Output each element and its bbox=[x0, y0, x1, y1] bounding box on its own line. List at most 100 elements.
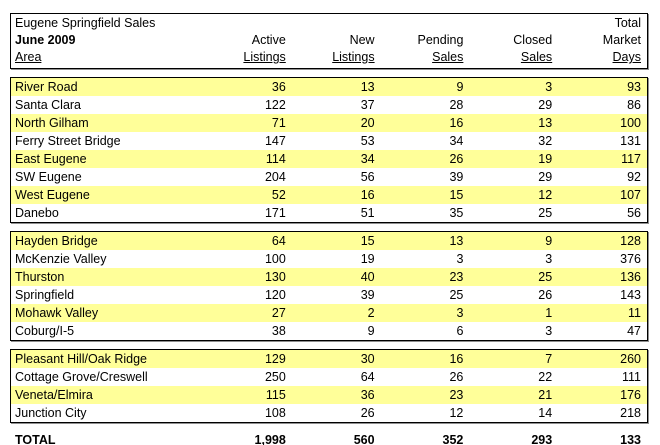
table-row: Mohawk Valley 27 2 3 1 11 bbox=[11, 304, 647, 322]
area-cell: Hayden Bridge bbox=[15, 234, 98, 248]
area-cell: North Gilham bbox=[15, 116, 89, 130]
value-cell: 3 bbox=[456, 252, 464, 266]
value-cell: 6 bbox=[456, 324, 464, 338]
header-area-column: Eugene Springfield Sales June 2009 Area bbox=[11, 15, 203, 66]
table-row: Danebo 171 51 35 25 56 bbox=[11, 204, 647, 222]
value-cell: 21 bbox=[538, 388, 553, 402]
total-label: TOTAL bbox=[15, 433, 56, 445]
value-cell: 56 bbox=[627, 206, 641, 220]
value-cell: 115 bbox=[265, 388, 286, 402]
table-row: SW Eugene 204 56 39 29 92 bbox=[11, 168, 647, 186]
value-cell: 20 bbox=[360, 116, 375, 130]
table-body: River Road 36 13 9 3 93 Santa Clara 122 37 28 29 86… bbox=[10, 77, 648, 423]
value-cell: 9 bbox=[545, 234, 553, 248]
value-cell: 38 bbox=[271, 324, 286, 338]
value-cell: 12 bbox=[449, 406, 464, 420]
area-cell: Junction City bbox=[15, 406, 87, 420]
table-row: Thurston 130 40 23 25 136 bbox=[11, 268, 647, 286]
value-cell: 53 bbox=[360, 134, 375, 148]
value-cell: 3 bbox=[545, 80, 553, 94]
area-cell: West Eugene bbox=[15, 188, 90, 202]
value-cell: 16 bbox=[449, 352, 464, 366]
value-cell: 12 bbox=[538, 188, 553, 202]
area-cell: Danebo bbox=[15, 206, 59, 220]
table-row: North Gilham 71 20 16 13 100 bbox=[11, 114, 647, 132]
value-cell: 147 bbox=[264, 134, 286, 148]
value-cell: 25 bbox=[449, 288, 464, 302]
region-group-1: River Road 36 13 9 3 93 Santa Clara 122 37 28 29 86… bbox=[10, 77, 648, 223]
value-cell: 13 bbox=[360, 80, 375, 94]
table-row: Coburg/I-5 38 9 6 3 47 bbox=[11, 322, 647, 340]
total-new-listings: 560 bbox=[353, 433, 375, 445]
value-cell: 34 bbox=[449, 134, 464, 148]
value-cell: 7 bbox=[545, 352, 553, 366]
table-row: McKenzie Valley 100 19 3 3 376 bbox=[11, 250, 647, 268]
value-cell: 51 bbox=[360, 206, 375, 220]
value-cell: 136 bbox=[620, 270, 641, 284]
table-row: Cottage Grove/Creswell 250 64 26 22 111 bbox=[11, 368, 647, 386]
value-cell: 19 bbox=[538, 152, 553, 166]
value-cell: 13 bbox=[538, 116, 553, 130]
value-cell: 32 bbox=[538, 134, 553, 148]
value-cell: 86 bbox=[627, 98, 641, 112]
value-cell: 92 bbox=[627, 170, 641, 184]
value-cell: 26 bbox=[449, 152, 464, 166]
value-cell: 25 bbox=[538, 270, 553, 284]
area-cell: Ferry Street Bridge bbox=[15, 134, 121, 148]
value-cell: 9 bbox=[367, 324, 375, 338]
area-cell: Veneta/Elmira bbox=[15, 388, 93, 402]
value-cell: 16 bbox=[449, 116, 464, 130]
value-cell: 26 bbox=[360, 406, 375, 420]
value-cell: 36 bbox=[271, 80, 286, 94]
area-cell: Coburg/I-5 bbox=[15, 324, 75, 338]
report-subtitle: June 2009 bbox=[15, 33, 76, 47]
value-cell: 26 bbox=[449, 370, 464, 384]
value-cell: 37 bbox=[360, 98, 375, 112]
value-cell: 143 bbox=[620, 288, 641, 302]
value-cell: 40 bbox=[360, 270, 375, 284]
value-cell: 3 bbox=[545, 252, 553, 266]
total-closed-sales: 293 bbox=[531, 433, 553, 445]
value-cell: 250 bbox=[264, 370, 286, 384]
value-cell: 71 bbox=[271, 116, 286, 130]
value-cell: 107 bbox=[620, 188, 641, 202]
column-header-total-market-days: Total Market Days bbox=[602, 16, 641, 64]
value-cell: 35 bbox=[449, 206, 464, 220]
report-title: Eugene Springfield Sales bbox=[15, 16, 156, 30]
region-group-3: Pleasant Hill/Oak Ridge 129 30 16 7 260 Cottag… bbox=[10, 349, 648, 423]
area-cell: Santa Clara bbox=[15, 98, 82, 112]
value-cell: 204 bbox=[264, 170, 286, 184]
total-market-days: 133 bbox=[620, 433, 641, 445]
total-active-listings: 1,998 bbox=[254, 433, 286, 445]
value-cell: 64 bbox=[271, 234, 286, 248]
value-cell: 64 bbox=[360, 370, 375, 384]
value-cell: 11 bbox=[628, 306, 641, 320]
value-cell: 117 bbox=[621, 152, 641, 166]
area-cell: Thurston bbox=[15, 270, 65, 284]
value-cell: 9 bbox=[456, 80, 464, 94]
value-cell: 128 bbox=[620, 234, 641, 248]
value-cell: 15 bbox=[449, 188, 464, 202]
value-cell: 28 bbox=[449, 98, 464, 112]
report-header: Eugene Springfield Sales June 2009 Area … bbox=[10, 13, 648, 69]
area-cell: Pleasant Hill/Oak Ridge bbox=[15, 352, 148, 366]
area-cell: Mohawk Valley bbox=[15, 306, 99, 320]
column-header-new-listings: New Listings bbox=[332, 33, 375, 64]
value-cell: 23 bbox=[449, 388, 464, 402]
value-cell: 218 bbox=[620, 406, 641, 420]
table-row: Santa Clara 122 37 28 29 86 bbox=[11, 96, 647, 114]
value-cell: 14 bbox=[538, 406, 553, 420]
value-cell: 176 bbox=[620, 388, 641, 402]
value-cell: 100 bbox=[264, 252, 286, 266]
column-header-area: Area bbox=[15, 50, 42, 64]
value-cell: 3 bbox=[456, 306, 464, 320]
value-cell: 39 bbox=[449, 170, 464, 184]
column-header-closed-sales: Closed Sales bbox=[513, 33, 553, 64]
value-cell: 93 bbox=[627, 80, 641, 94]
value-cell: 108 bbox=[264, 406, 286, 420]
value-cell: 16 bbox=[360, 188, 375, 202]
value-cell: 122 bbox=[264, 98, 286, 112]
table-row: East Eugene 114 34 26 19 117 bbox=[11, 150, 647, 168]
value-cell: 19 bbox=[360, 252, 375, 266]
